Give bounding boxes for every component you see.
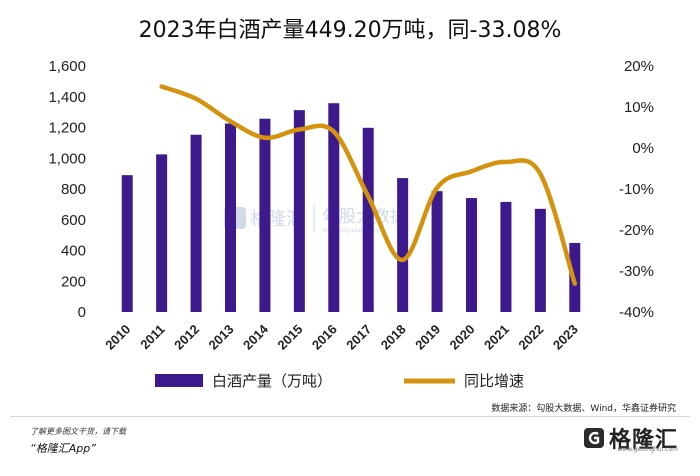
watermark-url: www.gogudata.com [322,227,382,234]
x-tick-label: 2012 [171,322,202,353]
y-right-tick-label: 10% [624,99,654,116]
y-right-tick-label: -10% [619,181,654,198]
x-tick-label: 2023 [550,322,581,353]
x-tick-label: 2019 [412,322,443,353]
x-tick-label: 2017 [343,322,374,353]
bar [293,110,305,312]
y-left-tick-label: 400 [61,243,86,260]
bar [466,198,477,312]
bar [431,191,443,312]
line-series [159,84,578,286]
gelonghui-logo-icon [583,428,604,448]
bar [225,123,236,312]
bar [156,154,168,312]
legend: 白酒产量（万吨） 同比增速 [155,372,524,390]
left-axis: 0 200 400 600 800 1,000 1,200 1,400 1,600 [48,58,86,321]
footer-logo-text: 格隆汇 [608,428,678,453]
y-right-tick-label: -20% [619,222,654,239]
bar [328,103,340,313]
y-right-tick-label: 0% [632,140,654,157]
x-tick-label: 2010 [102,322,133,353]
footer: 了解更多图文干货，请下载 “格隆汇App” 格隆汇 www.gelonghui.… [0,412,700,476]
source-note: 数据来源：勾股大数据、Wind，华鑫证券研究 [491,404,676,414]
y-left-tick-label: 1,400 [48,89,86,106]
x-tick-label: 2015 [274,322,305,353]
y-left-tick-label: 1,600 [48,58,86,75]
bar [121,175,133,312]
bar [534,208,546,312]
y-left-tick-label: 200 [61,273,86,290]
bar [500,201,512,312]
growth-line [159,84,578,286]
x-tick-label: 2021 [481,322,512,353]
y-right-tick-label: -30% [619,263,654,280]
y-left-tick-label: 1,200 [48,120,86,137]
bar [190,134,202,312]
legend-line-label: 同比增速 [464,372,524,390]
x-tick-label: 2013 [206,322,237,353]
x-axis: 2010 2011 2012 2013 2014 2015 2016 2017 2018 2019… [102,321,581,353]
x-tick-label: 2016 [309,322,340,353]
footer-divider [10,416,690,417]
chart-title: 2023年白酒产量449.20万吨，同-33.08% [138,18,562,43]
y-right-tick-label: -40% [619,304,654,321]
bar [397,178,409,312]
legend-bar-swatch [155,374,203,387]
x-tick-label: 2018 [378,322,409,353]
legend-bar-label: 白酒产量（万吨） [212,372,332,390]
y-left-tick-label: 600 [61,212,86,229]
x-tick-label: 2011 [137,322,168,353]
x-tick-label: 2014 [240,321,272,353]
footer-logo: 格隆汇 [583,422,678,454]
bar [259,118,271,312]
x-tick-label: 2022 [515,322,546,353]
y-left-tick-label: 800 [61,181,86,198]
right-axis: -40% -30% -20% -10% 0% 10% 20% [619,58,654,321]
y-left-tick-label: 0 [78,304,86,321]
footer-app-name[interactable]: “格隆汇App” [30,442,96,455]
bar [362,127,374,313]
footer-logo-url: www.gelonghui.com [617,446,678,453]
y-left-tick-label: 1,000 [48,150,86,167]
x-tick-label: 2020 [447,322,478,353]
y-right-tick-label: 20% [624,58,654,75]
footer-hint: 了解更多图文干货，请下载 [30,427,126,436]
